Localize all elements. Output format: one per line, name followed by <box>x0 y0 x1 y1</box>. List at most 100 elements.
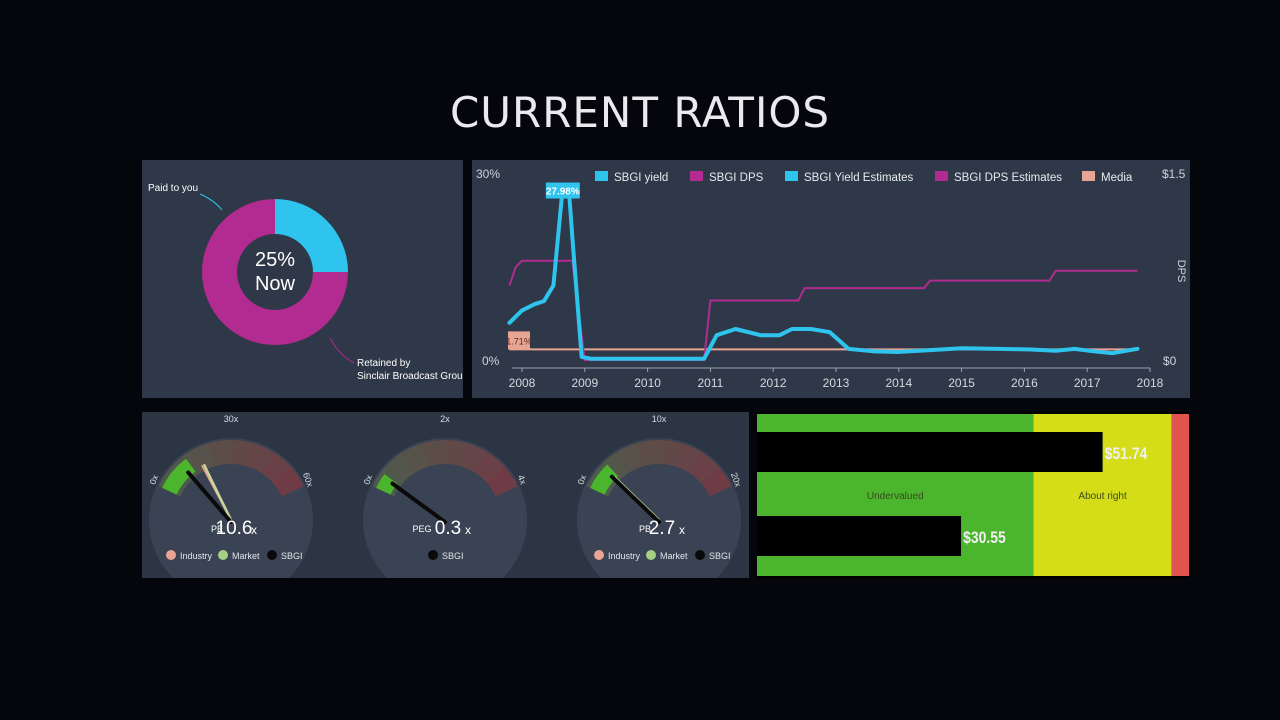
gauge-legend-label: SBGI <box>281 551 303 561</box>
gauge-legend-dot <box>166 550 176 560</box>
legend-swatch <box>690 171 703 181</box>
gauge-ring-segment <box>674 443 702 473</box>
gauge-ring-segment <box>616 443 644 473</box>
y2-axis-top-label: $1.5 <box>1162 167 1186 181</box>
payout-donut-panel: 25% Now Paid to you Retained by Sinclair Bro… <box>142 160 469 398</box>
donut-slice <box>202 199 348 345</box>
legend-label: Media <box>1101 172 1133 184</box>
gauge-legend-dot <box>218 550 228 560</box>
valuation-panel: Undervalued About right $51.74 $30.55 <box>757 412 1189 578</box>
x-tick-label: 2017 <box>1074 376 1101 390</box>
donut-label-paid: Paid to you <box>148 183 198 194</box>
gauge-max-label: 60x <box>301 471 316 489</box>
donut-label-retained: Retained by Sinclair Broadcast Group <box>357 358 463 382</box>
x-tick-label: 2014 <box>885 376 912 390</box>
gauge-metric-label: PB <box>639 524 651 534</box>
x-tick-label: 2016 <box>1011 376 1038 390</box>
gauge-ring-segment <box>598 452 629 484</box>
gauge-ring-segment <box>188 443 216 473</box>
gauge-min-label: 0x <box>362 473 375 486</box>
gauge-legend-label: Industry <box>608 551 641 561</box>
gauge-company-zone <box>162 458 196 495</box>
page-title: CURRENT RATIOS <box>449 88 831 137</box>
gauge-legend-dot <box>695 550 705 560</box>
sbgi-dps-line <box>508 259 1138 361</box>
gauge-legend-label: Industry <box>180 551 213 561</box>
gauge-ring-segment <box>460 443 488 473</box>
gauge-ring-segment <box>384 452 415 484</box>
donut-slice <box>275 199 348 272</box>
gauge-ring-segment <box>261 452 292 484</box>
gauge-max-label: 4x <box>516 474 529 487</box>
legend-label: SBGI yield <box>614 172 668 184</box>
gauge-mid-label: 10x <box>652 414 667 424</box>
donut-callout-line <box>199 193 223 211</box>
gauge-value: 10.6 <box>216 518 253 539</box>
gauge-ring-segment <box>208 440 231 467</box>
gauge-metric-label: PEG <box>412 524 431 534</box>
valuation-bar-label: $30.55 <box>963 529 1006 548</box>
gauge-legend-dot <box>428 550 438 560</box>
y2-axis-bottom-label: $0 <box>1163 354 1177 368</box>
gauge-legend-label: SBGI <box>442 551 464 561</box>
gauge-legend-label: SBGI <box>709 551 731 561</box>
valuation-bar <box>757 432 1103 472</box>
x-tick-label: 2008 <box>509 376 536 390</box>
gauge-ring-segment <box>422 440 445 467</box>
peak-yield-badge <box>545 182 580 199</box>
gauge-legend-dot <box>594 550 604 560</box>
gauge-ring-segment <box>246 443 274 473</box>
dividend-chart-panel: 30% 0% $1.5 $0 DPS 2008 2009 2010 2011 2012 2013 20… <box>472 160 1190 398</box>
gauge-value-suffix: x <box>465 523 471 537</box>
gauge-ring-segment <box>701 467 732 497</box>
gauge-legend-dot <box>646 550 656 560</box>
gauge-mid-label: 30x <box>224 414 239 424</box>
gauge-ring-segment <box>487 467 518 497</box>
y-axis-bottom-label: 0% <box>482 354 500 368</box>
valuation-zone-label: About right <box>1078 491 1127 502</box>
gauge-company-needle <box>186 470 233 524</box>
ratio-gauges-panel: 30x 0x 60x PE 10.6 x Industry Market SBGI 2x 0x 4x P… <box>142 412 749 602</box>
valuation-bar-chart: Undervalued About right $51.74 $30.55 <box>757 414 1189 576</box>
gauge-max-label: 20x <box>729 471 744 489</box>
gauge-company-zone <box>376 474 398 495</box>
gauge-min-label: 0x <box>148 473 161 486</box>
x-tick-label: 2012 <box>760 376 787 390</box>
legend-label: SBGI DPS <box>709 172 764 184</box>
legend-label: SBGI DPS Estimates <box>954 172 1062 184</box>
gauge-value: 2.7 <box>649 518 675 539</box>
valuation-zone-label: Undervalued <box>867 491 924 502</box>
x-tick-label: 2011 <box>697 376 723 390</box>
gauge-mid-label: 2x <box>440 414 450 424</box>
donut-center-label: Now <box>255 273 296 295</box>
x-tick-label: 2013 <box>823 376 850 390</box>
gauge-company-needle <box>390 481 447 524</box>
payout-donut-chart: 25%Now Paid to you Retained by Sinclair Bro… <box>148 183 469 382</box>
valuation-bar <box>757 516 962 556</box>
gauge-ring-segment <box>231 440 254 467</box>
media-yield-badge <box>508 331 530 350</box>
y-axis-top-label: 30% <box>476 167 500 181</box>
gauge-ring-segment <box>689 452 720 484</box>
gauge-legend-label: Market <box>660 551 688 561</box>
legend-swatch <box>935 171 948 181</box>
x-tick-label: 2018 <box>1137 376 1164 390</box>
gauge-metric-label: PE <box>211 524 223 534</box>
gauge-value-suffix: x <box>251 523 257 537</box>
gauge-ring-segment <box>273 467 304 497</box>
sbgi-yield-line <box>507 184 1140 361</box>
dividend-line-chart: 30% 0% $1.5 $0 DPS 2008 2009 2010 2011 2012 2013 20… <box>476 167 1187 390</box>
x-tick-label: 2009 <box>571 376 598 390</box>
valuation-zone <box>1171 414 1189 576</box>
gauge-ring-segment <box>659 440 682 467</box>
gauge-value: 0.3 <box>435 518 461 539</box>
legend-swatch <box>785 171 798 181</box>
gauge-ring-segment <box>402 443 430 473</box>
legend-swatch <box>1082 171 1095 181</box>
gauge-value-suffix: x <box>679 523 685 537</box>
gauge-min-label: 0x <box>576 473 589 486</box>
gauge-company-needle <box>609 474 661 524</box>
x-tick-label: 2015 <box>948 376 975 390</box>
gauge-market-needle <box>202 463 233 521</box>
x-tick-label: 2010 <box>634 376 661 390</box>
